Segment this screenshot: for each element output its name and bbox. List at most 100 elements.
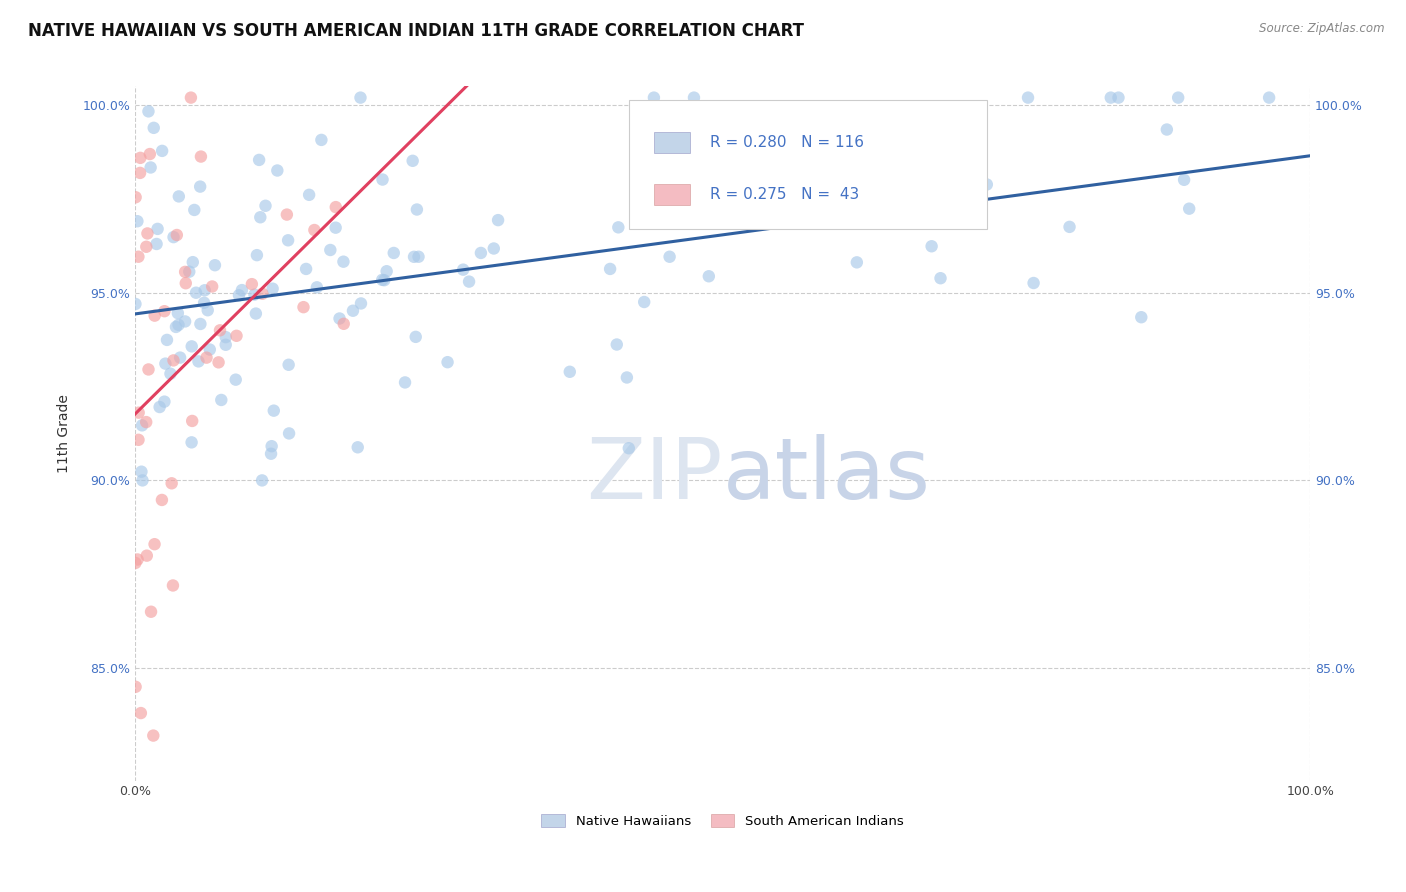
Point bbox=[128, 433, 150, 447]
Point bbox=[616, 370, 638, 384]
Point bbox=[180, 435, 202, 450]
Point bbox=[697, 269, 720, 284]
Point bbox=[142, 120, 165, 135]
Point bbox=[180, 339, 202, 353]
Point bbox=[160, 476, 183, 491]
Point bbox=[1059, 219, 1081, 234]
Point bbox=[643, 90, 665, 104]
Point bbox=[458, 275, 481, 289]
Point bbox=[350, 296, 373, 310]
Point bbox=[1108, 90, 1130, 104]
Point bbox=[266, 163, 288, 178]
Point bbox=[406, 202, 429, 217]
Point bbox=[162, 578, 184, 592]
Point bbox=[278, 426, 301, 441]
Point bbox=[486, 213, 509, 227]
Point bbox=[1178, 202, 1201, 216]
Point bbox=[129, 151, 152, 165]
Point bbox=[138, 362, 160, 376]
Text: NATIVE HAWAIIAN VS SOUTH AMERICAN INDIAN 11TH GRADE CORRELATION CHART: NATIVE HAWAIIAN VS SOUTH AMERICAN INDIAN… bbox=[28, 22, 804, 40]
Point bbox=[1022, 276, 1045, 290]
Point bbox=[929, 271, 952, 285]
Point bbox=[451, 262, 474, 277]
Point bbox=[188, 179, 211, 194]
Text: Source: ZipAtlas.com: Source: ZipAtlas.com bbox=[1260, 22, 1385, 36]
Point bbox=[124, 297, 146, 311]
Text: atlas: atlas bbox=[723, 434, 931, 516]
Point bbox=[332, 317, 354, 331]
Point bbox=[1130, 310, 1153, 325]
Point bbox=[162, 353, 184, 368]
Point bbox=[143, 537, 166, 551]
Point bbox=[166, 306, 188, 320]
Point bbox=[247, 153, 270, 167]
Point bbox=[207, 355, 229, 369]
Point bbox=[558, 365, 581, 379]
Point bbox=[209, 392, 232, 407]
Point bbox=[896, 210, 918, 224]
Point bbox=[599, 261, 621, 276]
Point bbox=[243, 287, 266, 301]
Text: ZIP: ZIP bbox=[586, 434, 723, 516]
Point bbox=[262, 282, 284, 296]
Point bbox=[292, 300, 315, 314]
Point bbox=[305, 280, 328, 294]
Point bbox=[332, 254, 354, 268]
Point bbox=[194, 283, 217, 297]
Point bbox=[153, 394, 176, 409]
Point bbox=[124, 680, 146, 694]
Point bbox=[276, 208, 298, 222]
Point bbox=[652, 162, 675, 177]
Point bbox=[606, 337, 628, 351]
Point bbox=[142, 729, 165, 743]
Point bbox=[298, 187, 321, 202]
Point bbox=[304, 223, 326, 237]
Point bbox=[162, 230, 184, 244]
Point bbox=[482, 242, 505, 256]
Point bbox=[145, 237, 167, 252]
Point bbox=[921, 239, 943, 253]
Point bbox=[179, 265, 201, 279]
Point bbox=[263, 403, 285, 417]
Point bbox=[139, 605, 162, 619]
Point bbox=[128, 406, 150, 420]
Point bbox=[250, 474, 273, 488]
Point bbox=[405, 330, 427, 344]
Text: R = 0.275   N =  43: R = 0.275 N = 43 bbox=[710, 187, 859, 202]
Point bbox=[311, 133, 333, 147]
Point bbox=[139, 161, 162, 175]
Point bbox=[845, 255, 868, 269]
Point bbox=[375, 264, 398, 278]
Point bbox=[633, 295, 655, 310]
Point bbox=[124, 190, 146, 204]
Point bbox=[127, 552, 149, 566]
Point bbox=[231, 283, 253, 297]
Y-axis label: 11th Grade: 11th Grade bbox=[58, 394, 72, 473]
Point bbox=[1167, 90, 1189, 104]
Point bbox=[225, 373, 247, 387]
Point bbox=[190, 150, 212, 164]
Point bbox=[1258, 90, 1281, 104]
Point bbox=[371, 273, 394, 287]
Point bbox=[245, 307, 267, 321]
Point bbox=[195, 351, 218, 365]
Point bbox=[187, 354, 209, 368]
Point bbox=[325, 220, 347, 235]
Point bbox=[165, 320, 187, 334]
Point bbox=[228, 288, 250, 302]
Point bbox=[295, 261, 318, 276]
Point bbox=[215, 338, 238, 352]
Point bbox=[408, 250, 430, 264]
Point bbox=[225, 328, 247, 343]
Point bbox=[131, 465, 153, 479]
Point bbox=[166, 227, 188, 242]
Point bbox=[150, 144, 173, 158]
Point bbox=[683, 90, 706, 104]
Point bbox=[208, 323, 231, 337]
Point bbox=[167, 189, 190, 203]
Point bbox=[129, 706, 152, 720]
Point bbox=[146, 222, 169, 236]
Point bbox=[249, 211, 271, 225]
Text: R = 0.280   N = 116: R = 0.280 N = 116 bbox=[710, 135, 863, 150]
Point bbox=[328, 311, 350, 326]
